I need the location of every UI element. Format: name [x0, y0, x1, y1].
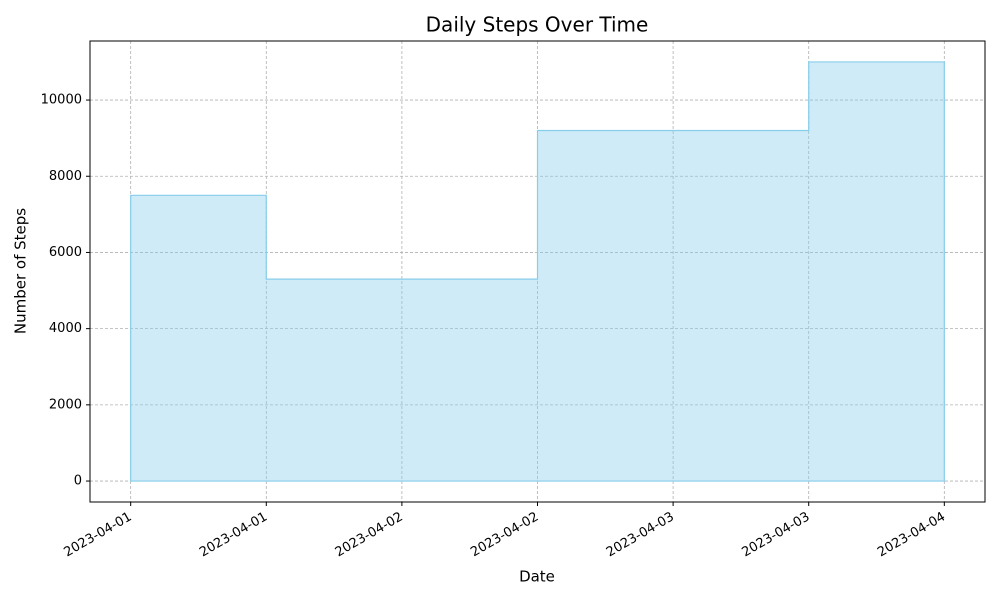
y-tick-label: 10000 [41, 93, 82, 108]
x-tick-label: 2023-04-03 [740, 510, 813, 561]
y-tick-label: 8000 [49, 169, 82, 184]
area [130, 61, 945, 482]
x-tick-label: 2023-04-02 [333, 510, 406, 561]
x-tick-label: 2023-04-01 [61, 510, 134, 561]
plot-frame [89, 40, 986, 503]
x-tick-label: 2023-04-03 [604, 510, 677, 561]
y-tick-label: 0 [74, 474, 82, 489]
x-tick-label: 2023-04-01 [197, 510, 270, 561]
x-axis-label: Date [519, 568, 555, 586]
x-tick-label: 2023-04-02 [468, 510, 541, 561]
y-tick-label: 2000 [49, 397, 82, 412]
y-axis-label: Number of Steps [12, 208, 30, 334]
chart-title: Daily Steps Over Time [426, 13, 649, 37]
y-tick-label: 4000 [49, 321, 82, 336]
x-tick-label: 2023-04-04 [875, 510, 948, 561]
y-tick-label: 6000 [49, 245, 82, 260]
